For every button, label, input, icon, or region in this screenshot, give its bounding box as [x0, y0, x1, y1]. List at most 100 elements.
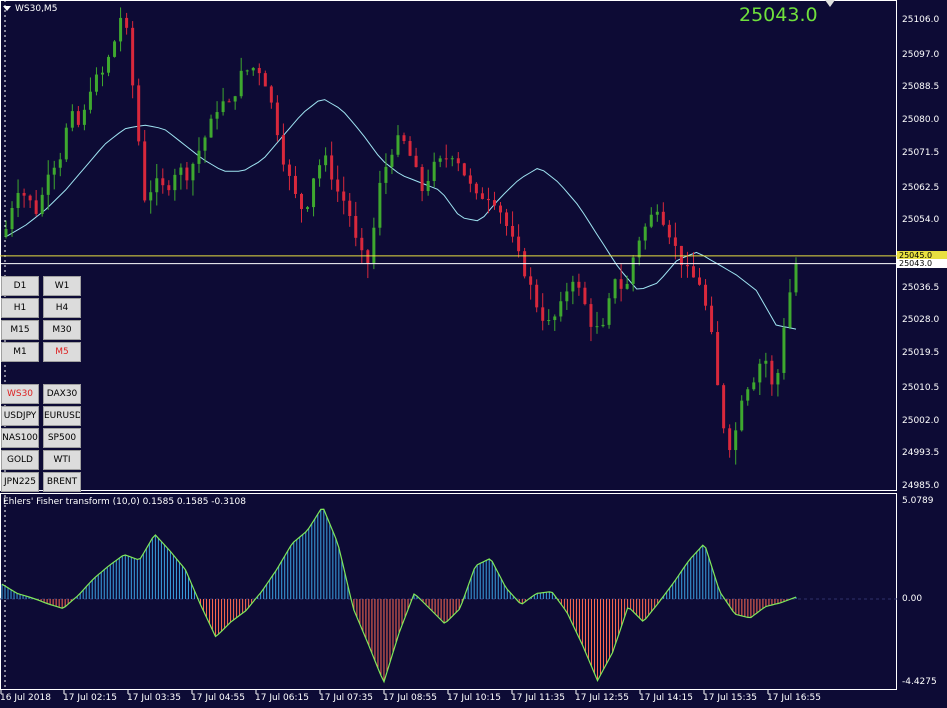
- timeframe-button-h4[interactable]: H4: [43, 298, 81, 318]
- price-axis-label: 24985.0: [902, 481, 940, 491]
- candle-body: [197, 150, 201, 164]
- symbol-button-dax30[interactable]: DAX30: [43, 384, 81, 404]
- symbol-button-eurusd[interactable]: EURUSD: [43, 406, 81, 426]
- candle-body: [420, 167, 424, 192]
- candle-body: [34, 200, 38, 214]
- candle-body: [517, 236, 521, 252]
- symbol-button-wti[interactable]: WTI: [43, 450, 81, 470]
- symbol-button-nas100[interactable]: NAS100: [1, 428, 39, 448]
- candle-body: [125, 17, 129, 28]
- candle-body: [746, 389, 750, 401]
- time-axis-label: 17 Jul 06:15: [255, 693, 309, 703]
- candle-body: [94, 74, 98, 92]
- candle-body: [281, 135, 285, 165]
- candle-body: [396, 135, 400, 155]
- timeframe-button-w1[interactable]: W1: [43, 276, 81, 296]
- candle-body: [728, 428, 732, 451]
- price-axis-label: 25010.5: [902, 382, 940, 393]
- candle-body: [299, 194, 303, 210]
- candle-body: [643, 226, 647, 241]
- candle-body: [408, 141, 412, 156]
- candle-body: [631, 257, 635, 284]
- chart-symbol-label: WS30,M5: [15, 4, 58, 14]
- candle-body: [28, 195, 32, 201]
- symbol-button-usdjpy[interactable]: USDJPY: [1, 406, 39, 426]
- candle-body: [794, 263, 798, 293]
- price-level-lines: [0, 255, 897, 265]
- current-price-display: 25043.0: [739, 4, 818, 26]
- candle-body: [637, 240, 641, 258]
- fisher-transform-histogram: [1, 508, 797, 684]
- candle-body: [131, 27, 135, 86]
- indicator-axis-zero: 0.00: [902, 594, 923, 604]
- candle-body: [649, 214, 653, 227]
- candle-body: [257, 67, 261, 74]
- candle-body: [233, 96, 237, 102]
- candle-body: [113, 41, 117, 57]
- candle-body: [185, 167, 189, 181]
- candle-body: [143, 141, 147, 201]
- symbol-button-brent[interactable]: BRENT: [43, 472, 81, 492]
- candle-body: [450, 158, 454, 160]
- symbol-button-jpn225[interactable]: JPN225: [1, 472, 39, 492]
- candle-body: [788, 292, 792, 328]
- candle-body: [577, 281, 581, 288]
- candle-body: [601, 324, 605, 327]
- candle-body: [384, 166, 388, 183]
- candle-body: [740, 400, 744, 431]
- candle-body: [64, 127, 68, 160]
- candle-body: [511, 225, 515, 237]
- candlesticks: [4, 7, 798, 465]
- candle-body: [40, 194, 44, 214]
- chart-shift-marker-icon[interactable]: [825, 0, 835, 7]
- candle-body: [655, 211, 659, 215]
- candle-body: [583, 287, 587, 305]
- price-axis-label: 25028.0: [902, 315, 940, 326]
- candle-body: [661, 211, 665, 225]
- timeframe-button-m15[interactable]: M15: [1, 320, 39, 340]
- time-axis-label: 16 Jul 2018: [0, 693, 51, 703]
- candle-body: [559, 301, 563, 317]
- candle-body: [414, 155, 418, 168]
- candle-body: [119, 17, 123, 42]
- timeframe-button-m1[interactable]: M1: [1, 342, 39, 362]
- price-axis-label: 25080.0: [902, 115, 940, 126]
- candle-body: [306, 207, 310, 210]
- candle-body: [312, 178, 316, 208]
- candle-body: [52, 167, 56, 175]
- candle-body: [269, 86, 273, 103]
- candle-body: [505, 212, 509, 226]
- timeframe-button-d1[interactable]: D1: [1, 276, 39, 296]
- candle-body: [191, 163, 195, 181]
- candle-body: [330, 155, 334, 180]
- candle-body: [613, 279, 617, 299]
- timeframe-button-m5[interactable]: M5: [43, 342, 81, 362]
- indicator-title: Ehlers' Fisher transform (10,0) 0.1585 0…: [3, 497, 247, 507]
- candle-body: [426, 181, 430, 192]
- candle-body: [100, 72, 104, 75]
- candle-body: [46, 174, 50, 195]
- symbol-button-gold[interactable]: GOLD: [1, 450, 39, 470]
- time-axis-label: 17 Jul 12:55: [575, 693, 629, 703]
- time-axis-label: 17 Jul 15:35: [703, 693, 757, 703]
- candle-body: [565, 291, 569, 302]
- timeframe-button-m30[interactable]: M30: [43, 320, 81, 340]
- candle-body: [88, 91, 92, 110]
- candle-body: [492, 200, 496, 206]
- timeframe-button-h1[interactable]: H1: [1, 298, 39, 318]
- candle-body: [770, 360, 774, 385]
- symbol-button-ws30[interactable]: WS30: [1, 384, 39, 404]
- candle-body: [342, 191, 346, 201]
- candle-body: [571, 281, 575, 292]
- candle-body: [179, 167, 183, 175]
- candle-body: [10, 207, 14, 230]
- candle-body: [716, 332, 720, 386]
- chart-menu-arrow-icon[interactable]: [3, 6, 11, 11]
- candle-body: [438, 158, 442, 162]
- symbol-button-sp500[interactable]: SP500: [43, 428, 81, 448]
- time-axis-label: 17 Jul 04:55: [191, 693, 245, 703]
- fisher-signal-line: [1, 508, 797, 684]
- time-axis-label: 17 Jul 10:15: [447, 693, 501, 703]
- candle-body: [16, 192, 20, 208]
